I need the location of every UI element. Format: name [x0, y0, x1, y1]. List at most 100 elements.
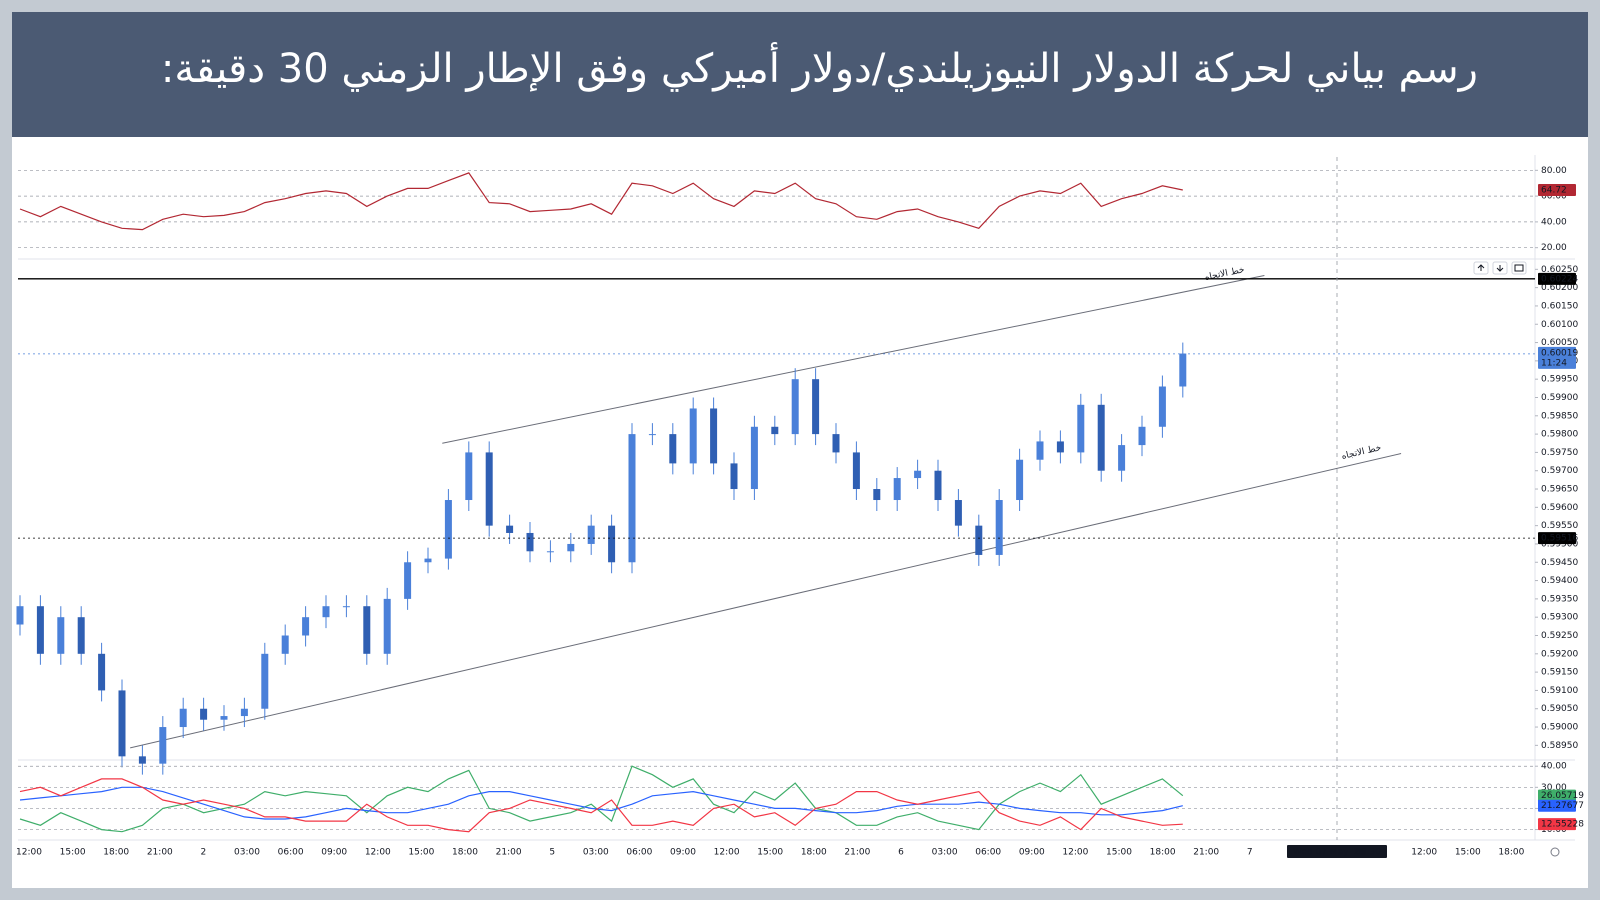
candle-body [1138, 426, 1146, 446]
candle-body [1118, 445, 1126, 471]
y-tick-label: 0.60200 [1541, 283, 1578, 293]
x-tick-label: 09:00 [321, 848, 347, 858]
candle-body [465, 452, 473, 501]
x-tick-label: 15:00 [1106, 848, 1132, 858]
candle-body [628, 434, 636, 563]
candle-body [914, 470, 922, 479]
candle-body [608, 525, 616, 563]
candle-body [893, 478, 901, 501]
x-tick-label: 18:00 [801, 848, 827, 858]
candle-body [995, 500, 1003, 555]
page-title: رسم بياني لحركة الدولار النيوزيلندي/دولا… [160, 46, 1478, 92]
candle-body [424, 558, 432, 563]
price-label: 0.60019 [1541, 348, 1578, 358]
candle-body [546, 551, 554, 553]
title-banner: رسم بياني لحركة الدولار النيوزيلندي/دولا… [12, 12, 1588, 137]
last-value-label-box [1538, 184, 1576, 197]
y-tick-label: 0.58950 [1541, 741, 1578, 751]
price-label: 0.60224 [1541, 274, 1578, 284]
x-tick-label: 21:00 [844, 848, 870, 858]
candle-body [302, 617, 310, 636]
crosshair-label-box [1287, 845, 1387, 858]
countdown-label: 11:24 [1541, 358, 1567, 368]
y-tick-label: 20.00 [1541, 243, 1567, 253]
candle-body [16, 606, 24, 625]
arrow-icon [1477, 264, 1485, 271]
x-tick-label: 09:00 [1019, 848, 1045, 858]
candle-body [1036, 441, 1044, 460]
settings-icon[interactable] [1550, 847, 1560, 857]
y-tick-label: 0.59350 [1541, 594, 1578, 604]
candle-body [1056, 441, 1064, 453]
x-tick-label: 2 [201, 848, 207, 858]
candle-body [873, 489, 881, 501]
x-tick-label: 06:00 [975, 848, 1001, 858]
candle-body [138, 756, 146, 764]
reset-icon [1514, 264, 1524, 272]
candle-body [118, 690, 126, 757]
last-value-label-box [1538, 818, 1576, 831]
candle-body [1077, 404, 1085, 453]
last-value-label-box [1538, 799, 1576, 812]
candle-body [832, 434, 840, 453]
scale-buttons[interactable] [1473, 261, 1527, 275]
x-tick-label: 7 [1247, 848, 1253, 858]
candle-body [710, 408, 718, 464]
y-tick-label: 0.59100 [1541, 686, 1578, 696]
y-tick-label: 0.59550 [1541, 521, 1578, 531]
candle-body [852, 452, 860, 490]
trend-line [442, 275, 1265, 444]
candle-body [689, 408, 697, 464]
candle-body [526, 532, 534, 552]
x-tick-label: 03:00 [932, 848, 958, 858]
candle-body [220, 716, 228, 720]
candle-body [954, 500, 962, 526]
reset-button[interactable] [1511, 261, 1527, 275]
x-tick-label: 21:00 [1193, 848, 1219, 858]
indicator-line [19, 778, 1183, 833]
crosshair-time: 06:30 [1355, 848, 1381, 858]
last-value-label: 12.55228 [1541, 820, 1584, 830]
y-tick-label: 30.00 [1541, 783, 1567, 793]
candle-body [404, 562, 412, 599]
candle-body [240, 708, 248, 717]
candle-body [485, 452, 493, 526]
candle-body [444, 500, 452, 559]
y-tick-label: 0.59000 [1541, 723, 1578, 733]
price-label-box [1538, 346, 1576, 369]
y-tick-label: 0.59900 [1541, 393, 1578, 403]
price-label-box [1538, 272, 1576, 285]
x-tick-label: 15:00 [1455, 848, 1481, 858]
candle-body [1097, 404, 1105, 471]
candle-body [281, 635, 289, 654]
y-tick-label: 0.59450 [1541, 558, 1578, 568]
x-tick-label: 15:00 [408, 848, 434, 858]
x-tick-label: 12:00 [1062, 848, 1088, 858]
x-tick-label: 21:00 [496, 848, 522, 858]
price-label-box [1538, 532, 1576, 545]
y-tick-label: 60.00 [1541, 192, 1567, 202]
last-value-label: 64.72 [1541, 186, 1567, 196]
candle-body [934, 470, 942, 501]
candle-body [771, 426, 779, 435]
candle-body [363, 606, 371, 654]
last-value-label: 21.27677 [1541, 801, 1584, 811]
y-tick-label: 0.60150 [1541, 301, 1578, 311]
candle-body [98, 653, 106, 691]
y-tick-label: 0.59250 [1541, 631, 1578, 641]
x-tick-label: 12:00 [16, 848, 42, 858]
candle-body [159, 727, 167, 764]
y-tick-label: 0.60250 [1541, 265, 1578, 275]
y-tick-label: 0.59850 [1541, 411, 1578, 421]
x-tick-label: 09:00 [670, 848, 696, 858]
candle-body [200, 708, 208, 720]
y-tick-label: 40.00 [1541, 217, 1567, 227]
x-tick-label: 15:00 [60, 848, 86, 858]
candle-body [648, 434, 656, 436]
y-tick-label: 0.59300 [1541, 613, 1578, 623]
candle-body [179, 708, 187, 728]
candle-body [342, 606, 350, 608]
y-tick-label: 0.59500 [1541, 539, 1578, 549]
arrow-icon [1496, 265, 1504, 272]
